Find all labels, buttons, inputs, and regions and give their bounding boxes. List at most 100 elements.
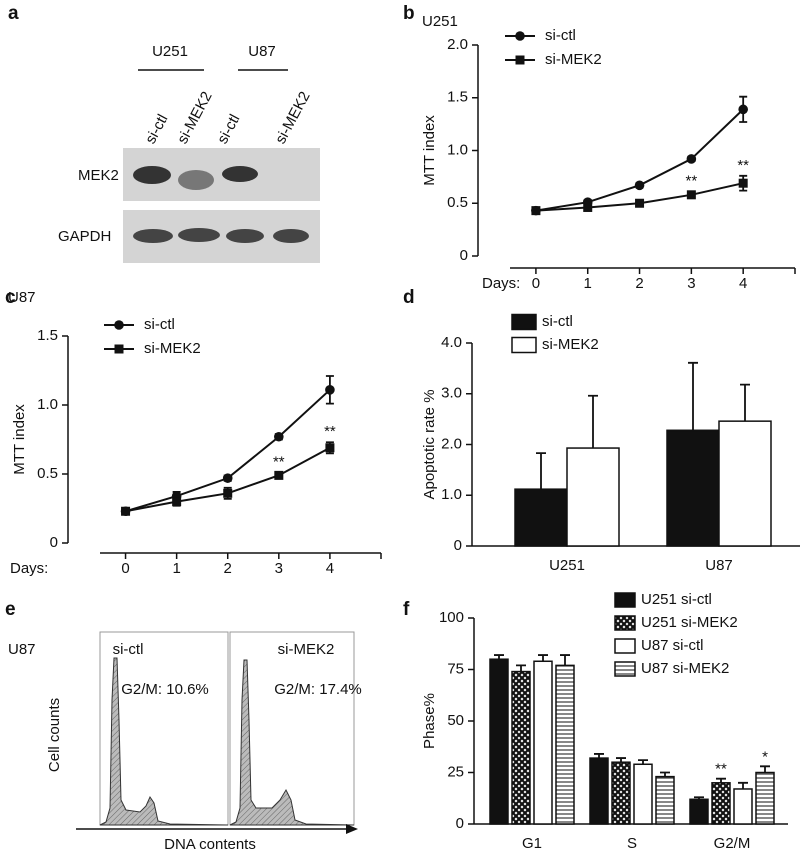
lane-label: si-ctl [214, 112, 243, 147]
x-tick-label: 4 [739, 275, 747, 292]
y-tick-label: 0.5 [37, 465, 58, 482]
significance: ** [715, 761, 727, 778]
y-tick-label: 50 [447, 712, 464, 729]
legend-label: si-MEK2 [542, 336, 599, 353]
blot-band [178, 228, 220, 242]
marker [274, 470, 284, 480]
marker [172, 497, 182, 507]
x-tick-label: U87 [705, 557, 733, 574]
marker [114, 320, 124, 330]
marker [114, 344, 124, 354]
panel-label: e [5, 599, 16, 620]
legend-label: U251 si-ctl [641, 591, 712, 608]
y-tick-label: 1.5 [37, 327, 58, 344]
marker [515, 55, 525, 65]
marker [738, 178, 748, 188]
sample-label: si-MEK2 [278, 641, 335, 658]
y-tick-label: 0 [50, 534, 58, 551]
panel-label: c [5, 287, 16, 308]
y-axis-label: Cell counts [46, 698, 63, 772]
y-tick-label: 25 [447, 763, 464, 780]
y-tick-label: 1.0 [441, 486, 462, 503]
bar [566, 447, 620, 547]
y-axis-label: MTT index [11, 404, 28, 475]
marker [222, 473, 233, 483]
panel-label: d [403, 287, 415, 308]
y-tick-label: 100 [439, 609, 464, 626]
y-tick-label: 0 [456, 815, 464, 832]
y-tick-label: 0 [460, 247, 468, 264]
marker [325, 443, 335, 453]
group-label: U251 [152, 43, 188, 60]
y-tick-label: 1.0 [37, 396, 58, 413]
marker [223, 488, 233, 498]
bar [611, 761, 631, 825]
x-tick-label: U251 [549, 557, 585, 574]
y-axis-label: MTT index [421, 115, 438, 186]
bar [755, 771, 775, 825]
y-axis-label: Phase% [421, 693, 438, 749]
bar [711, 782, 731, 825]
legend-swatch [511, 336, 537, 354]
row-label: GAPDH [58, 228, 111, 245]
bar [689, 798, 709, 825]
legend-swatch [614, 592, 636, 608]
g2m-label: G2/M: 10.6% [121, 681, 209, 698]
panel-label: b [403, 3, 415, 24]
flow-histograms: U87 si-ctl si-MEK2 G2/M: 10.6% G2/M: 17.… [8, 631, 362, 853]
x-tick-label: 3 [275, 560, 283, 577]
series-line [535, 108, 744, 212]
panel-label: f [403, 599, 410, 620]
blot-band [133, 166, 171, 184]
subtitle: U87 [8, 289, 36, 306]
y-tick-label: 3.0 [441, 385, 462, 402]
legend-label: si-MEK2 [144, 340, 201, 357]
marker [531, 206, 541, 216]
marker [686, 154, 697, 164]
histogram [229, 659, 355, 826]
marker [515, 31, 525, 41]
legend-label: si-ctl [545, 27, 576, 44]
y-tick-label: 1.0 [447, 141, 468, 158]
legend-label: si-MEK2 [545, 51, 602, 68]
legend-label: U251 si-MEK2 [641, 614, 738, 631]
error-bar [740, 383, 750, 422]
bar [514, 488, 568, 547]
x-tick-label: 1 [584, 275, 592, 292]
marker [686, 190, 696, 200]
error-bar [688, 361, 698, 431]
blot-band [133, 229, 173, 243]
x-tick-label: 0 [121, 560, 129, 577]
blot-band [222, 166, 258, 182]
x-axis-label: Days: [482, 275, 520, 292]
x-axis-label: Days: [10, 560, 48, 577]
legend-swatch [614, 638, 636, 654]
significance: ** [324, 423, 336, 440]
arrow-head [346, 824, 358, 834]
y-tick-label: 4.0 [441, 334, 462, 351]
y-tick-label: 0 [454, 537, 462, 554]
g2m-label: G2/M: 17.4% [274, 681, 362, 698]
y-axis-label: Apoptotic rate % [421, 389, 438, 499]
legend-label: si-ctl [542, 313, 573, 330]
error-bar [516, 664, 526, 672]
bar [533, 660, 553, 825]
bar [666, 429, 720, 547]
marker [583, 202, 593, 212]
panel-label: a [8, 3, 19, 24]
sample-label: si-ctl [113, 641, 144, 658]
error-bar [760, 765, 770, 773]
significance: ** [686, 173, 698, 190]
y-tick-label: 0.5 [447, 194, 468, 211]
marker [635, 198, 645, 208]
marker [325, 385, 335, 395]
bar [555, 664, 575, 825]
legend-label: si-ctl [144, 316, 175, 333]
significance: ** [273, 454, 285, 471]
y-tick-label: 2.0 [447, 36, 468, 53]
marker [274, 431, 284, 442]
western-blot: U251 U87 si-ctl si-MEK2 si-ctl si-MEK2 M… [58, 43, 320, 263]
error-bar [538, 654, 548, 662]
row-label: MEK2 [78, 167, 119, 184]
